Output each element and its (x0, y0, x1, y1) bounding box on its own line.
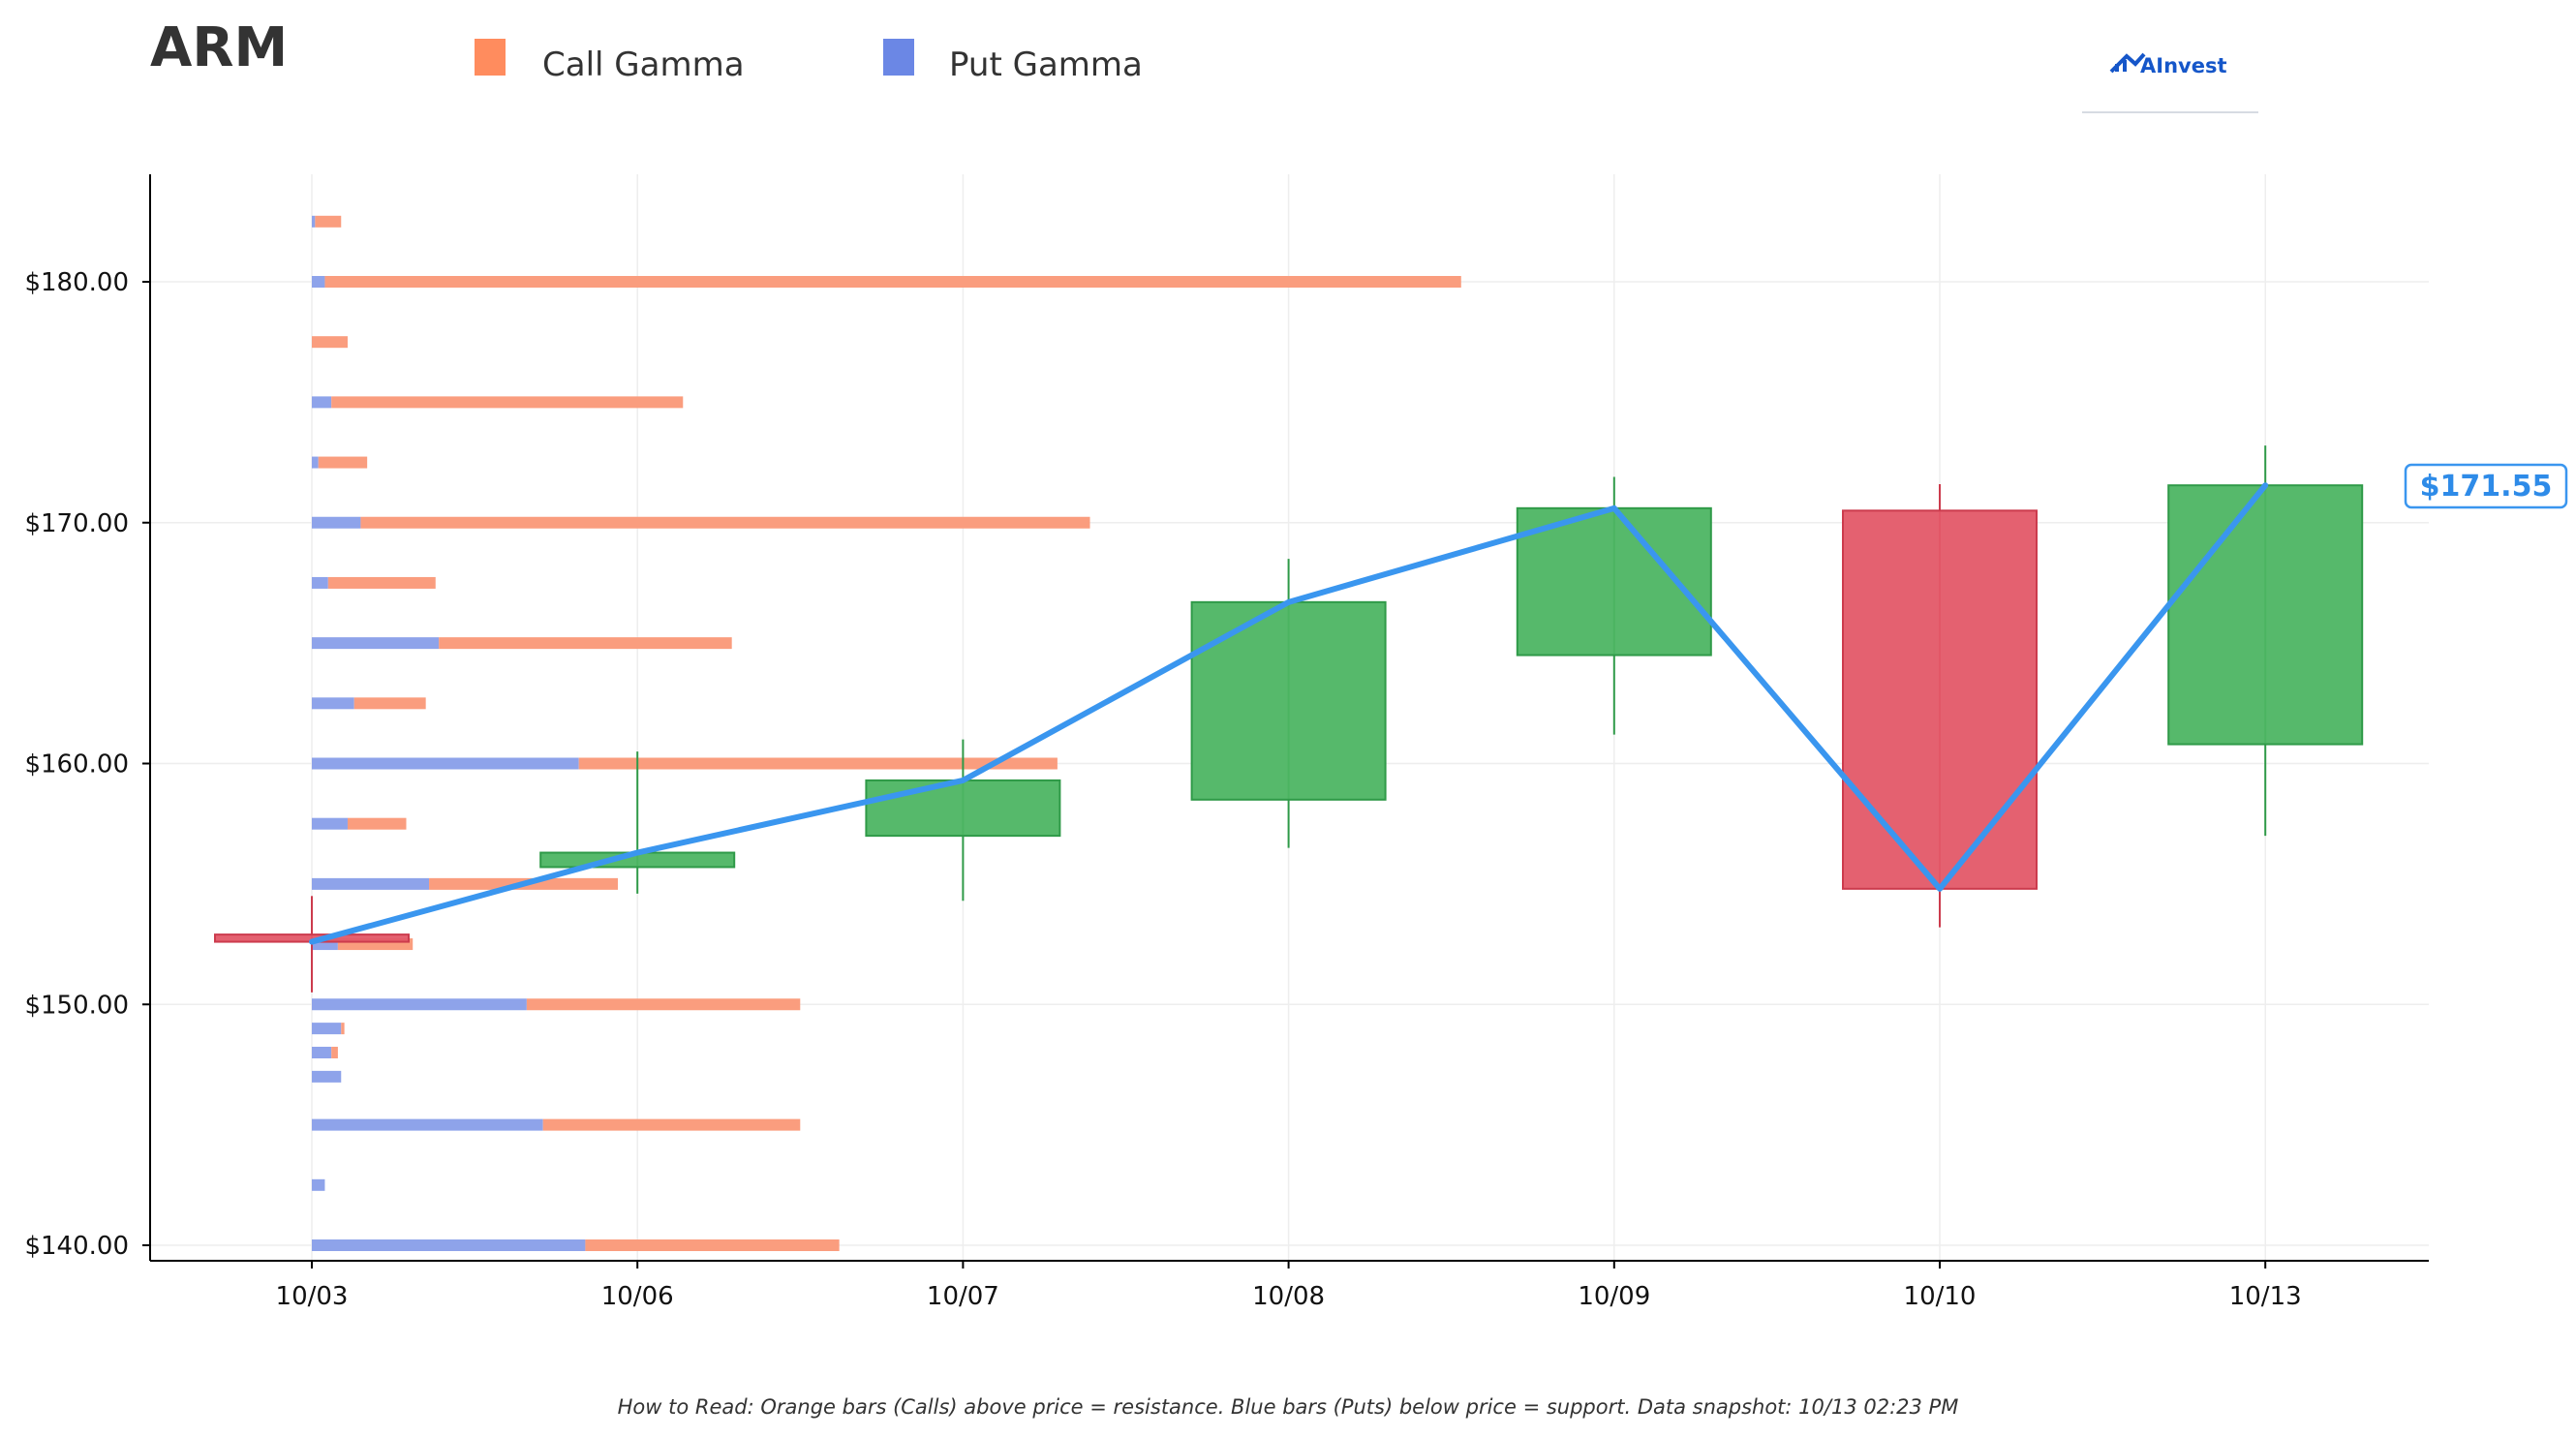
legend: Call Gamma Put Gamma (475, 39, 1143, 84)
call-gamma-bar (324, 276, 1461, 288)
call-gamma-bar (318, 456, 368, 469)
footnote: How to Read: Orange bars (Calls) above p… (618, 1395, 1959, 1419)
current-price-label: $171.55 (2420, 470, 2553, 504)
call-gamma-bar (360, 516, 1090, 529)
put-gamma-bar (312, 1047, 332, 1058)
logo-text: AInvest (2140, 54, 2227, 77)
legend-swatch-put (883, 39, 914, 76)
call-gamma-bar (439, 637, 732, 650)
x-tick-label: 10/13 (2229, 1282, 2302, 1311)
close-price-line (309, 482, 2269, 945)
candle-body (865, 779, 1061, 838)
x-tick-label: 10/09 (1578, 1282, 1650, 1311)
put-gamma-bar (312, 276, 325, 288)
current-price-tag: $171.55 (2404, 463, 2568, 509)
y-tick-label: $160.00 (24, 750, 129, 780)
y-tick-label: $180.00 (24, 268, 129, 297)
call-gamma-bar (312, 336, 348, 349)
y-tick-label: $140.00 (24, 1232, 129, 1261)
call-gamma-bar (585, 1239, 840, 1251)
call-gamma-bar (331, 1047, 338, 1058)
close-price-polyline (309, 482, 2269, 945)
call-gamma-bar (347, 817, 407, 830)
candle-body (1190, 600, 1387, 801)
put-gamma-bar (312, 1239, 586, 1251)
call-gamma-bar (353, 697, 426, 710)
put-gamma-bar (312, 576, 328, 589)
put-gamma-bar (312, 1070, 342, 1083)
legend-label-call: Call Gamma (542, 46, 745, 84)
put-gamma-bar (312, 215, 316, 228)
put-gamma-bar (312, 817, 348, 830)
put-gamma-bar (312, 877, 430, 890)
candle-body (1842, 509, 2038, 890)
y-tick-label: $170.00 (24, 509, 129, 538)
put-gamma-bar (312, 1178, 325, 1191)
x-tick-label: 10/10 (1904, 1282, 1977, 1311)
y-tick-label: $150.00 (24, 991, 129, 1020)
x-tick-label: 10/06 (601, 1282, 674, 1311)
gamma-bars (312, 215, 1461, 1251)
x-tick-label: 10/07 (927, 1282, 999, 1311)
brand-logo: AInvest (2082, 52, 2258, 113)
x-tick-label: 10/08 (1252, 1282, 1325, 1311)
put-gamma-bar (312, 1023, 342, 1035)
candle-body (2167, 484, 2364, 746)
call-gamma-bar (331, 396, 684, 409)
put-gamma-bar (312, 757, 579, 770)
legend-swatch-call (475, 39, 506, 76)
put-gamma-bar (312, 1118, 543, 1131)
call-gamma-bar (578, 757, 1058, 770)
x-axis-ticks: 10/03 10/06 10/07 10/08 10/09 10/10 10/13 (276, 1261, 2302, 1311)
current-price-box (2404, 463, 2568, 509)
chart-title: ARM (150, 16, 288, 79)
call-gamma-bar (327, 576, 436, 589)
put-gamma-bar (312, 697, 354, 710)
put-gamma-bar (312, 396, 332, 409)
put-gamma-bar (312, 998, 527, 1011)
put-gamma-bar (312, 516, 361, 529)
x-tick-label: 10/03 (276, 1282, 349, 1311)
call-gamma-bar (341, 1023, 345, 1035)
put-gamma-bar (312, 637, 440, 650)
call-gamma-bar (315, 215, 342, 228)
call-gamma-bar (542, 1118, 801, 1131)
put-gamma-bar (312, 456, 319, 469)
legend-label-put: Put Gamma (949, 46, 1143, 84)
y-axis-ticks: $140.00 $150.00 $160.00 $170.00 $180.00 (24, 268, 150, 1261)
call-gamma-bar (526, 998, 801, 1011)
